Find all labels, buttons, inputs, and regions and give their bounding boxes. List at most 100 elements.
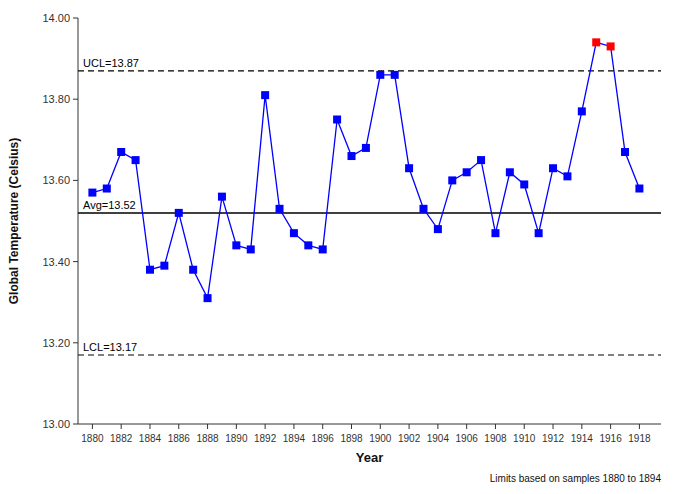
data-point	[304, 241, 312, 249]
y-tick-label: 14.00	[42, 12, 70, 24]
y-axis	[78, 18, 79, 424]
data-point	[535, 229, 543, 237]
x-tick-label: 1890	[225, 433, 248, 444]
data-point	[160, 262, 168, 270]
x-tick-label: 1892	[254, 433, 277, 444]
data-point	[448, 176, 456, 184]
x-tick	[236, 424, 237, 429]
x-tick-label: 1910	[513, 433, 536, 444]
data-point	[117, 148, 125, 156]
data-point	[333, 116, 341, 124]
reference-line	[78, 70, 661, 71]
data-point	[103, 185, 111, 193]
plot-area	[78, 38, 661, 355]
x-axis	[78, 424, 661, 425]
reference-label: Avg=13.52	[83, 199, 136, 211]
data-point	[88, 189, 96, 197]
data-point	[621, 148, 629, 156]
data-point	[261, 91, 269, 99]
data-point	[362, 144, 370, 152]
x-tick	[553, 424, 554, 429]
data-point	[405, 164, 413, 172]
reference-line	[78, 354, 661, 355]
y-tick	[73, 99, 78, 100]
y-tick-label: 13.20	[42, 337, 70, 349]
x-tick-label: 1916	[599, 433, 622, 444]
x-tick	[121, 424, 122, 429]
y-tick	[73, 261, 78, 262]
series-line	[92, 42, 639, 298]
y-tick	[73, 18, 78, 19]
data-point	[549, 164, 557, 172]
data-point	[146, 266, 154, 274]
data-point	[477, 156, 485, 164]
data-point	[434, 225, 442, 233]
data-point	[247, 245, 255, 253]
x-tick-label: 1882	[110, 433, 133, 444]
data-point	[276, 205, 284, 213]
x-tick	[409, 424, 410, 429]
y-tick	[73, 342, 78, 343]
y-tick-label: 13.00	[42, 418, 70, 430]
x-tick	[265, 424, 266, 429]
y-tick-label: 13.40	[42, 256, 70, 268]
data-point	[563, 172, 571, 180]
x-tick-label: 1908	[484, 433, 507, 444]
x-tick-label: 1884	[139, 433, 162, 444]
data-point	[348, 152, 356, 160]
data-point	[607, 42, 615, 50]
data-point	[218, 193, 226, 201]
data-point	[491, 229, 499, 237]
y-tick	[73, 424, 78, 425]
data-point	[189, 266, 197, 274]
x-tick-label: 1898	[340, 433, 363, 444]
x-tick-label: 1888	[196, 433, 219, 444]
x-tick-label: 1900	[369, 433, 392, 444]
x-tick	[178, 424, 179, 429]
x-tick-label: 1896	[312, 433, 335, 444]
x-tick	[639, 424, 640, 429]
x-tick	[322, 424, 323, 429]
data-point	[391, 71, 399, 79]
x-tick	[524, 424, 525, 429]
data-point	[204, 294, 212, 302]
x-tick-label: 1918	[628, 433, 651, 444]
chart: 1880 1882 1884 1886 1888 1890 1892 1894 1896 1898…	[0, 0, 679, 494]
x-tick	[92, 424, 93, 429]
x-tick	[380, 424, 381, 429]
x-tick-label: 1914	[571, 433, 594, 444]
data-point	[463, 168, 471, 176]
x-tick	[610, 424, 611, 429]
data-point	[520, 180, 528, 188]
y-axis-label: Global Temperature (Celsius)	[7, 138, 21, 304]
data-point	[319, 245, 327, 253]
x-tick-label: 1880	[81, 433, 104, 444]
x-tick	[581, 424, 582, 429]
data-point	[635, 185, 643, 193]
data-point	[506, 168, 514, 176]
x-tick-label: 1886	[168, 433, 191, 444]
data-point	[132, 156, 140, 164]
x-tick-label: 1906	[456, 433, 479, 444]
y-tick	[73, 180, 78, 181]
y-tick-label: 13.80	[42, 93, 70, 105]
x-tick	[495, 424, 496, 429]
reference-line	[78, 212, 661, 214]
data-point	[232, 241, 240, 249]
x-tick	[437, 424, 438, 429]
y-tick-label: 13.60	[42, 174, 70, 186]
x-tick	[149, 424, 150, 429]
data-point	[592, 38, 600, 46]
data-point	[578, 107, 586, 115]
reference-label: LCL=13.17	[83, 341, 137, 353]
x-tick-label: 1912	[542, 433, 565, 444]
x-tick-label: 1894	[283, 433, 306, 444]
footnote: Limits based on samples 1880 to 1894	[490, 473, 662, 484]
data-point	[376, 71, 384, 79]
x-tick	[207, 424, 208, 429]
x-axis-label: Year	[356, 450, 383, 465]
x-tick	[351, 424, 352, 429]
data-point	[419, 205, 427, 213]
data-point	[290, 229, 298, 237]
reference-label: UCL=13.87	[83, 57, 139, 69]
